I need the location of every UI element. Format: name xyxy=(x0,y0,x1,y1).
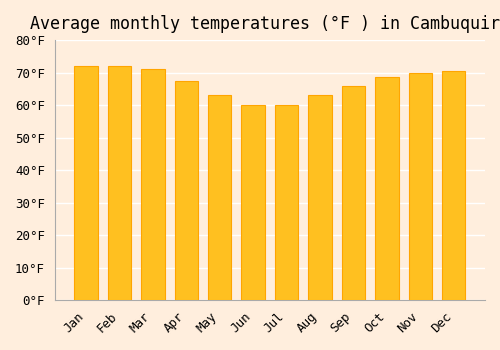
Bar xyxy=(208,95,232,300)
Bar xyxy=(342,86,365,300)
Bar xyxy=(408,72,432,300)
Bar xyxy=(108,66,131,300)
Bar xyxy=(174,81,198,300)
Bar xyxy=(141,69,165,300)
Bar xyxy=(242,105,265,300)
Bar xyxy=(442,71,466,300)
Bar xyxy=(308,95,332,300)
Bar xyxy=(375,77,398,300)
Bar xyxy=(275,105,298,300)
Bar xyxy=(74,66,98,300)
Title: Average monthly temperatures (°F ) in Cambuquira: Average monthly temperatures (°F ) in Ca… xyxy=(30,15,500,33)
